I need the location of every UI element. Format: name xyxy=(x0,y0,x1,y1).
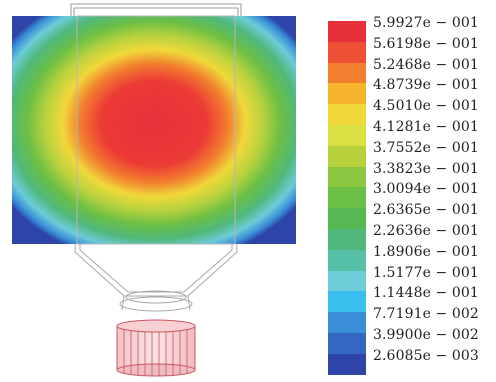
legend-label: 3.7552e − 001 xyxy=(373,139,479,156)
legend-swatch xyxy=(328,21,366,42)
legend-label: 3.0094e − 001 xyxy=(373,181,479,198)
legend-swatch xyxy=(328,270,366,292)
legend-swatch xyxy=(328,208,366,229)
legend-row: 3.3823e − 001 xyxy=(328,161,493,188)
legend-label: 4.8739e − 001 xyxy=(373,77,479,94)
legend-swatch xyxy=(328,249,366,271)
legend-row: 2.2636e − 001 xyxy=(328,223,493,250)
legend-label: 2.6085e − 003 xyxy=(373,347,479,364)
legend-label: 1.1448e − 001 xyxy=(373,285,479,302)
legend-row: 4.8739e − 001 xyxy=(328,77,493,105)
legend-swatch xyxy=(328,41,366,63)
top-frame-outline xyxy=(70,3,242,16)
legend-label: 3.9900e − 002 xyxy=(373,326,479,343)
legend-row: 3.9900e − 002 xyxy=(328,327,493,354)
legend-label: 5.6198e − 001 xyxy=(373,35,479,52)
legend-row: 4.1281e − 001 xyxy=(328,119,493,146)
color-legend: 5.9927e − 001 5.6198e − 001 5.2468e − 001 4… xyxy=(328,15,493,375)
legend-row: 7.7191e − 002 xyxy=(328,306,493,333)
legend-swatch xyxy=(328,332,366,354)
legend-label: 5.9927e − 001 xyxy=(373,15,479,31)
legend-label: 1.8906e − 001 xyxy=(373,243,479,260)
legend-row: 1.1448e − 001 xyxy=(328,285,493,313)
legend-swatch xyxy=(328,228,366,250)
outlet-cylinder xyxy=(116,319,196,377)
legend-swatch xyxy=(328,62,366,84)
legend-label: 1.5177e − 001 xyxy=(373,264,479,281)
legend-label: 3.3823e − 001 xyxy=(373,160,479,177)
legend-swatch xyxy=(328,312,366,333)
legend-swatch xyxy=(328,145,366,167)
legend-swatch xyxy=(328,353,366,375)
legend-row: 3.0094e − 001 xyxy=(328,181,493,209)
legend-swatch xyxy=(328,291,366,313)
legend-swatch xyxy=(328,83,366,105)
legend-swatch xyxy=(328,187,366,209)
contour-field xyxy=(12,16,296,244)
legend-swatch xyxy=(328,166,366,188)
legend-label: 7.7191e − 002 xyxy=(373,306,479,323)
legend-row: 2.6085e − 003 xyxy=(328,348,493,375)
legend-row: 5.2468e − 001 xyxy=(328,57,493,84)
inner-box-outline xyxy=(76,15,236,245)
contour-plot xyxy=(12,3,296,377)
legend-label: 4.5010e − 001 xyxy=(373,98,479,115)
legend-row: 4.5010e − 001 xyxy=(328,98,493,125)
hopper-outline xyxy=(74,244,238,312)
legend-swatch xyxy=(328,124,366,146)
legend-row: 3.7552e − 001 xyxy=(328,140,493,167)
legend-label: 2.6365e − 001 xyxy=(373,202,479,219)
legend-row: 5.6198e − 001 xyxy=(328,36,493,63)
legend-swatch xyxy=(328,104,366,125)
legend-label: 5.2468e − 001 xyxy=(373,56,479,73)
legend-row: 1.5177e − 001 xyxy=(328,265,493,292)
legend-row: 2.6365e − 001 xyxy=(328,202,493,229)
legend-row: 1.8906e − 001 xyxy=(328,244,493,271)
legend-label: 4.1281e − 001 xyxy=(373,118,479,135)
legend-row: 5.9927e − 001 xyxy=(328,15,493,42)
legend-label: 2.2636e − 001 xyxy=(373,222,479,239)
